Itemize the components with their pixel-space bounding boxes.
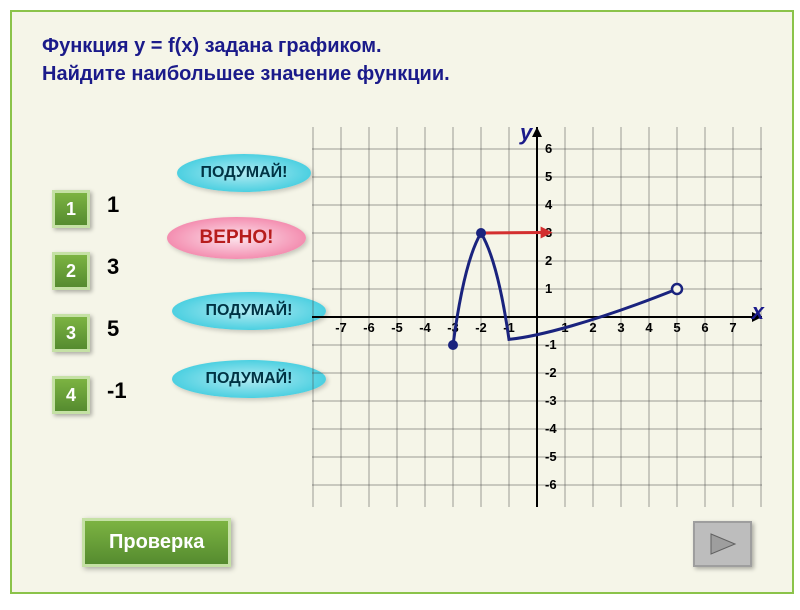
chart-svg: -7-6-5-4-3-2-11234567-7-6-5-4-3-2-112345… (312, 127, 762, 507)
feedback-1-text: ПОДУМАЙ! (201, 164, 288, 181)
check-button[interactable]: Проверка (82, 518, 231, 567)
svg-text:-4: -4 (545, 421, 557, 436)
feedback-3-text: ПОДУМАЙ! (206, 302, 293, 319)
option-2-label: 3 (107, 254, 119, 280)
svg-text:-5: -5 (545, 449, 557, 464)
option-3-num: 3 (66, 323, 76, 344)
option-4-label: -1 (107, 378, 127, 404)
option-3-button[interactable]: 3 (52, 314, 90, 352)
option-4-num: 4 (66, 385, 76, 406)
svg-text:-5: -5 (391, 320, 403, 335)
question-line1: Функция у = f(x) задана графиком. (42, 32, 450, 60)
svg-text:-6: -6 (545, 477, 557, 492)
slide-container: Функция у = f(x) задана графиком. Найдит… (10, 10, 794, 594)
svg-text:-2: -2 (545, 365, 557, 380)
svg-text:5: 5 (673, 320, 680, 335)
svg-text:-6: -6 (363, 320, 375, 335)
svg-text:6: 6 (701, 320, 708, 335)
svg-text:6: 6 (545, 141, 552, 156)
x-axis-label: х (752, 299, 764, 325)
svg-text:-2: -2 (475, 320, 487, 335)
option-2-num: 2 (66, 261, 76, 282)
svg-text:-7: -7 (545, 505, 557, 507)
feedback-4-bubble: ПОДУМАЙ! (172, 360, 326, 398)
svg-text:7: 7 (545, 127, 552, 128)
svg-text:-1: -1 (545, 337, 557, 352)
next-button[interactable] (693, 521, 752, 567)
feedback-1-bubble: ПОДУМАЙ! (177, 154, 311, 192)
svg-text:4: 4 (545, 197, 553, 212)
svg-text:5: 5 (545, 169, 552, 184)
svg-text:-7: -7 (335, 320, 347, 335)
svg-text:-4: -4 (419, 320, 431, 335)
question-text: Функция у = f(x) задана графиком. Найдит… (42, 32, 450, 88)
svg-text:2: 2 (545, 253, 552, 268)
option-1-label: 1 (107, 192, 119, 218)
svg-text:-3: -3 (545, 393, 557, 408)
svg-text:1: 1 (545, 281, 552, 296)
svg-text:2: 2 (589, 320, 596, 335)
option-1-button[interactable]: 1 (52, 190, 90, 228)
option-1-num: 1 (66, 199, 76, 220)
feedback-2-bubble: ВЕРНО! (167, 217, 306, 259)
svg-text:7: 7 (729, 320, 736, 335)
next-arrow-icon (708, 531, 738, 557)
svg-text:3: 3 (617, 320, 624, 335)
question-line2: Найдите наибольшее значение функции. (42, 60, 450, 88)
svg-text:4: 4 (645, 320, 653, 335)
y-axis-label: у (520, 120, 532, 146)
chart-area: -7-6-5-4-3-2-11234567-7-6-5-4-3-2-112345… (312, 127, 762, 507)
option-2-button[interactable]: 2 (52, 252, 90, 290)
option-3-label: 5 (107, 316, 119, 342)
check-label: Проверка (109, 531, 204, 553)
option-4-button[interactable]: 4 (52, 376, 90, 414)
feedback-3-bubble: ПОДУМАЙ! (172, 292, 326, 330)
feedback-2-text: ВЕРНО! (200, 227, 274, 248)
feedback-4-text: ПОДУМАЙ! (206, 370, 293, 387)
